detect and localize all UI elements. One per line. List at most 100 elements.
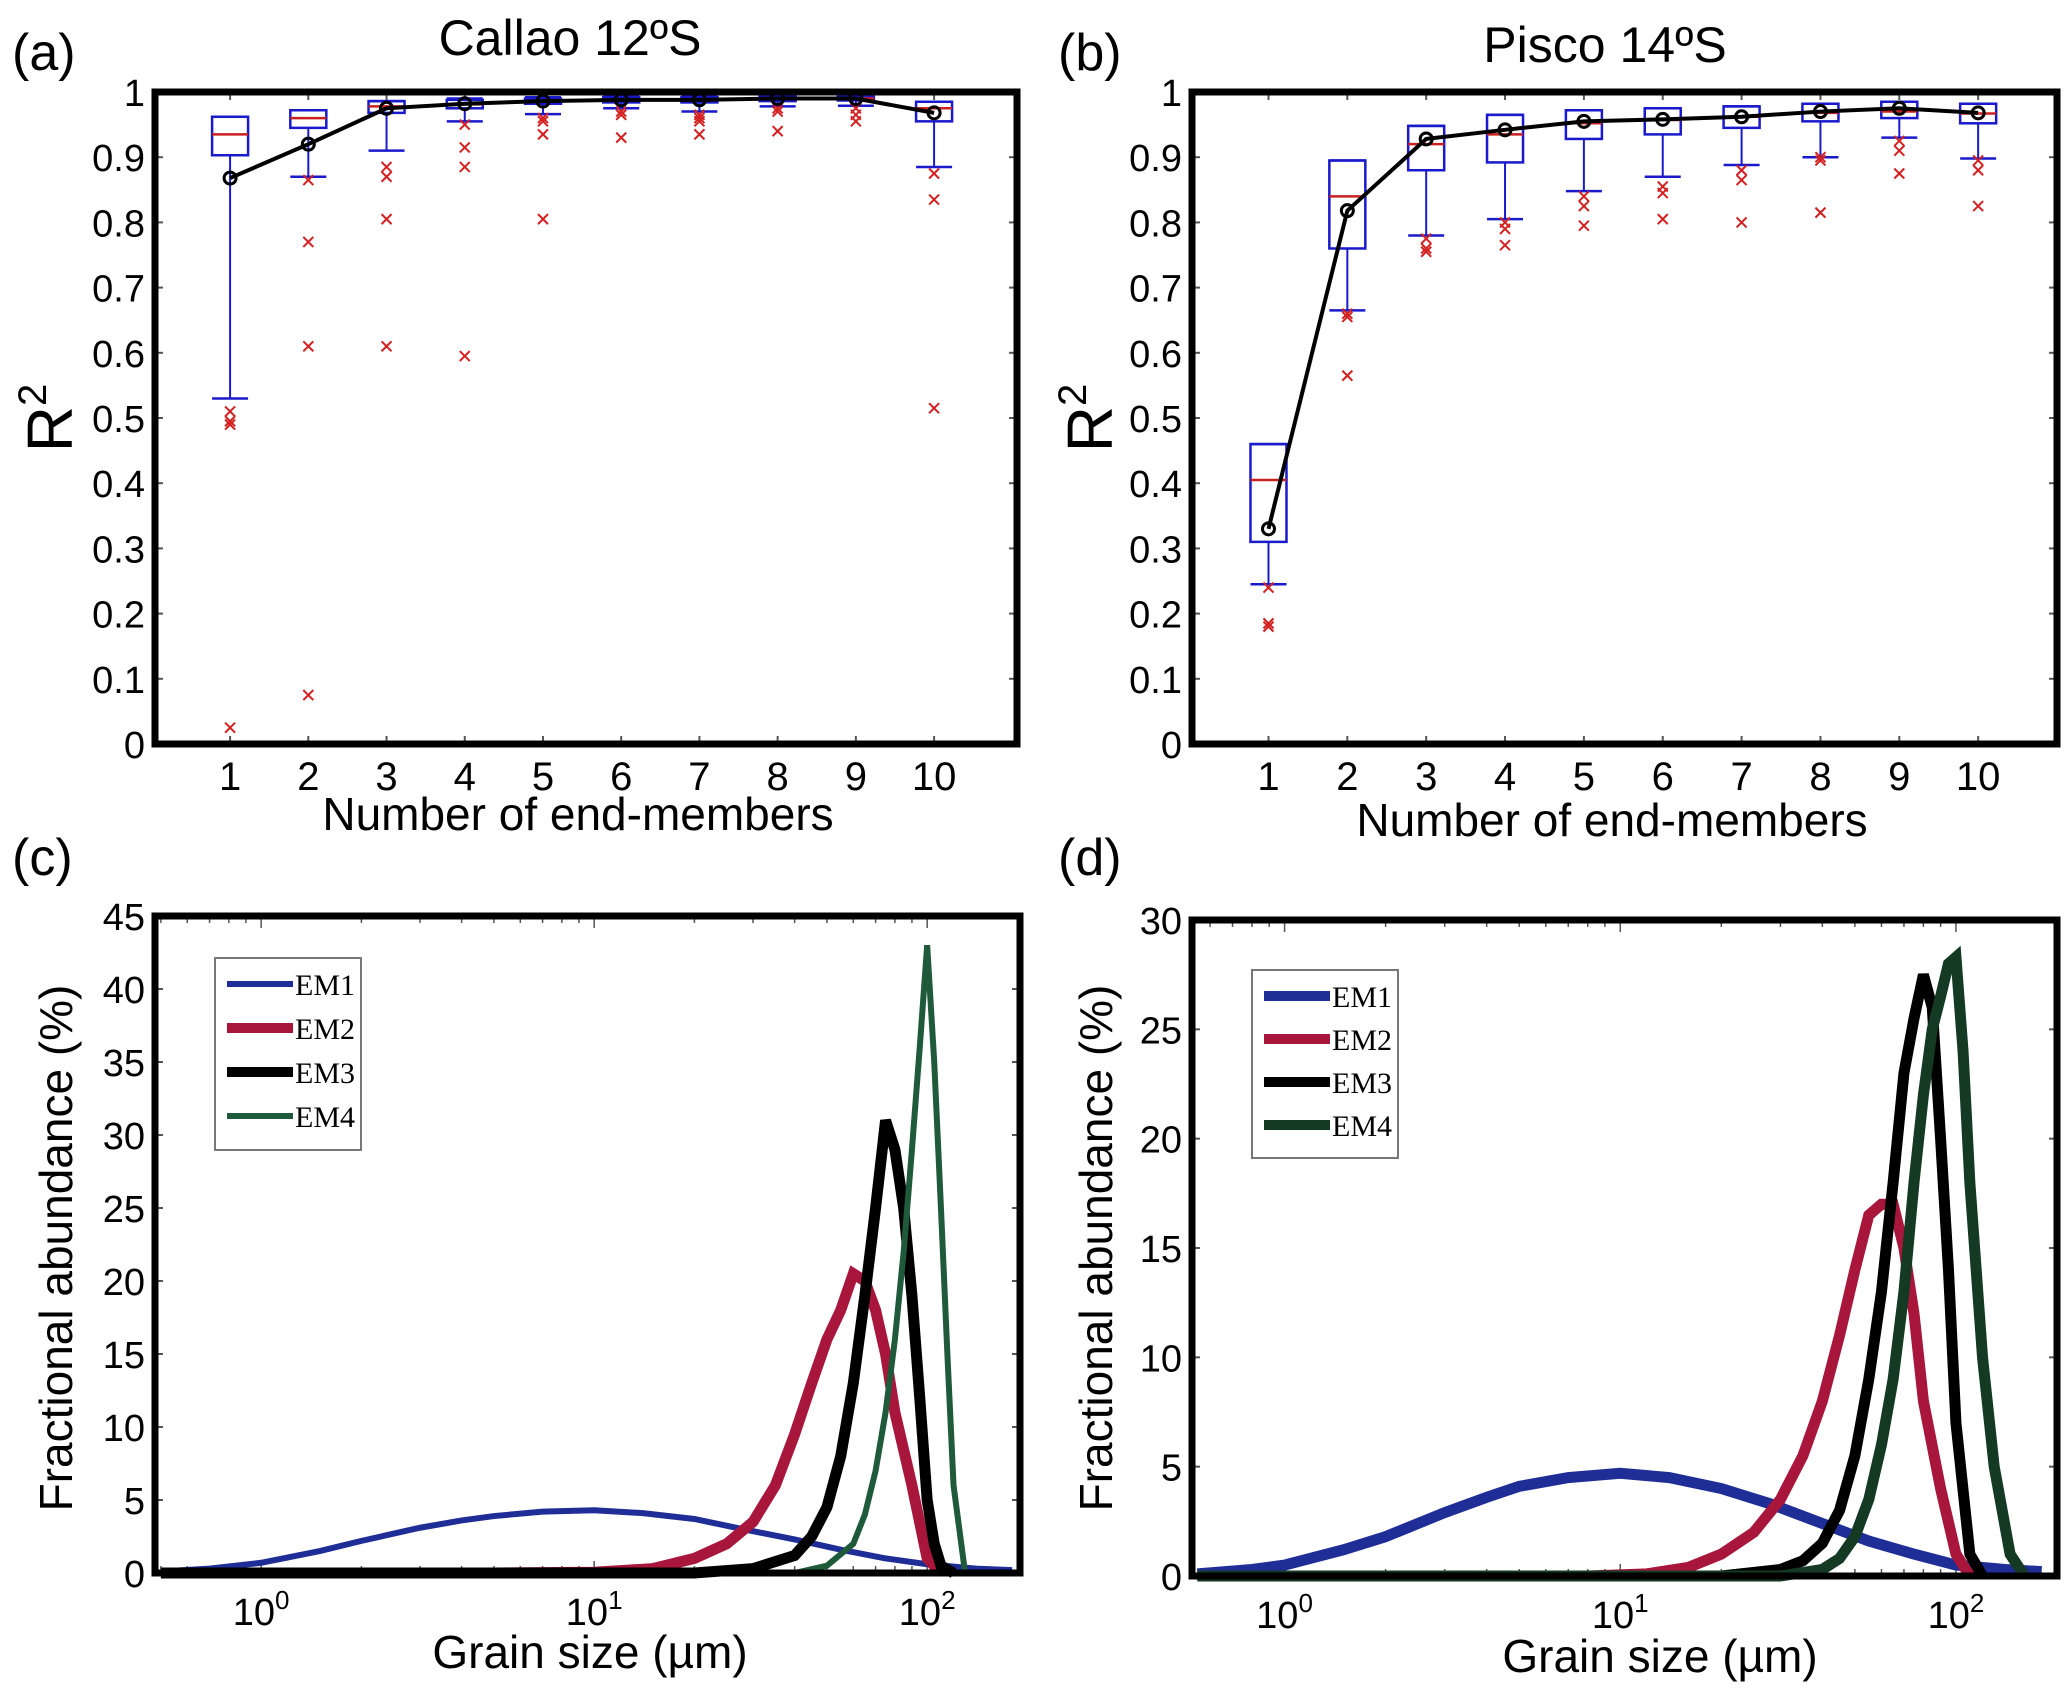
box-iqr bbox=[1249, 442, 1288, 544]
ytick-label: 10 bbox=[1140, 1338, 1182, 1380]
ytick-label: 0.3 bbox=[1129, 529, 1182, 571]
xtick-label: 100 bbox=[1256, 1588, 1313, 1637]
axes-frame bbox=[1188, 916, 2061, 1580]
svg-text:R2: R2 bbox=[11, 384, 86, 452]
box-8 bbox=[1801, 102, 1840, 219]
panel-c-ylabel-text: Fractional abundance (%) bbox=[30, 985, 82, 1512]
outlier-marker bbox=[459, 350, 471, 362]
outlier-marker bbox=[615, 109, 627, 121]
svg-text:R2: R2 bbox=[1051, 384, 1126, 452]
ytick-label: 0.9 bbox=[92, 138, 145, 180]
outlier-marker bbox=[771, 105, 784, 118]
xtick-label: 9 bbox=[845, 755, 867, 799]
outlier-marker bbox=[459, 161, 471, 173]
panel-a-xtick-labels: 1 2 3 4 5 6 7 8 9 10 bbox=[219, 755, 956, 799]
mean-point bbox=[926, 105, 942, 121]
outlier-marker bbox=[1735, 164, 1748, 176]
xtick-label: 7 bbox=[1730, 755, 1752, 799]
mean-line bbox=[1266, 106, 1979, 530]
xtick-label: 6 bbox=[610, 755, 632, 799]
legend-label: EM3 bbox=[295, 1057, 355, 1090]
outlier-marker bbox=[1972, 154, 1984, 167]
xtick-label: 2 bbox=[297, 755, 319, 799]
series-line-em1 bbox=[1196, 1467, 2042, 1580]
xtick-label: 10 bbox=[1956, 755, 2001, 799]
xtick-label: 101 bbox=[566, 1585, 623, 1634]
series-line-em2 bbox=[160, 1265, 945, 1579]
outlier-marker bbox=[1341, 311, 1354, 323]
outlier-marker bbox=[1420, 232, 1432, 245]
ytick-label: 0.1 bbox=[1129, 660, 1182, 702]
outlier-marker bbox=[459, 118, 471, 131]
outlier-marker bbox=[1735, 216, 1748, 229]
panel-c-callao-endmembers: (c) Fractional abundance (%) Grain size … bbox=[12, 829, 1024, 1678]
outlier-marker bbox=[224, 415, 236, 427]
panel-c-legend: EM1 EM2 EM3 EM4 bbox=[214, 957, 362, 1151]
legend-label: EM2 bbox=[295, 1013, 355, 1046]
outlier-marker bbox=[1972, 164, 1984, 176]
outlier-marker bbox=[537, 213, 549, 225]
ylabel-sup: 2 bbox=[1051, 384, 1095, 406]
ytick-label: 0.9 bbox=[1129, 138, 1182, 180]
series-line-em4 bbox=[1197, 945, 2030, 1582]
mean-point bbox=[1734, 109, 1750, 125]
xtick-label: 6 bbox=[1652, 755, 1674, 799]
xtick-label: 4 bbox=[454, 755, 476, 799]
panel-b-ylabel: R2 bbox=[1051, 384, 1126, 452]
panel-b-xtick-labels: 1 2 3 4 5 6 7 8 9 10 bbox=[1257, 755, 2000, 799]
outlier-marker bbox=[615, 105, 627, 118]
outlier-marker bbox=[1578, 200, 1590, 212]
xtick-label: 5 bbox=[532, 755, 554, 799]
ytick-label: 0.7 bbox=[1129, 269, 1182, 311]
panel-d-ylabel: Fractional abundance (%) bbox=[1070, 985, 1122, 1512]
outlier-marker bbox=[1262, 617, 1275, 630]
box-8 bbox=[758, 94, 797, 137]
outlier-marker bbox=[224, 405, 236, 418]
panel-a-xlabel: Number of end-members bbox=[322, 788, 833, 840]
box-1 bbox=[210, 115, 250, 734]
mean-point bbox=[457, 96, 473, 112]
outlier-marker bbox=[1341, 307, 1354, 320]
xtick-label: 8 bbox=[767, 755, 789, 799]
outlier-marker bbox=[380, 161, 393, 173]
xtick-label: 8 bbox=[1809, 755, 1831, 799]
mean-point bbox=[1655, 111, 1671, 127]
ytick-label: 0 bbox=[1161, 1557, 1182, 1599]
outlier-marker bbox=[1420, 242, 1432, 255]
axes-frame bbox=[151, 912, 1024, 1577]
ytick-label: 0.8 bbox=[1129, 203, 1182, 245]
box-2 bbox=[289, 109, 328, 701]
xtick-label: 3 bbox=[1415, 755, 1437, 799]
mean-point bbox=[300, 136, 316, 152]
mean-point bbox=[379, 100, 395, 116]
panel-b-plot bbox=[1188, 88, 2061, 748]
outlier-marker bbox=[928, 193, 940, 206]
mean-point bbox=[1260, 521, 1276, 537]
panel-label-a: (a) bbox=[12, 24, 76, 82]
series-line-em3 bbox=[1197, 973, 1988, 1582]
panel-b-pisco-r2: (b) Pisco 14ºS R2 Number of end-members … bbox=[1051, 17, 2061, 846]
outlier-marker bbox=[850, 115, 862, 128]
axes-frame bbox=[151, 88, 1021, 748]
outlier-marker bbox=[224, 418, 236, 431]
outlier-marker bbox=[1893, 144, 1906, 157]
mean-point bbox=[1970, 105, 1986, 121]
ytick-label: 0.7 bbox=[92, 269, 145, 311]
panel-label-c: (c) bbox=[12, 829, 73, 887]
outlier-marker bbox=[1420, 246, 1432, 258]
outlier-marker bbox=[302, 236, 315, 248]
xtick-label: 100 bbox=[233, 1585, 290, 1634]
panel-d-xtick-labels: 100 101 102 bbox=[1256, 1588, 1984, 1637]
box-iqr bbox=[210, 115, 250, 157]
box-7 bbox=[680, 95, 719, 141]
mean-point bbox=[1497, 122, 1513, 138]
xtick-label: 1 bbox=[219, 755, 241, 799]
panel-b-xlabel: Number of end-members bbox=[1356, 794, 1867, 846]
ytick-label: 0.5 bbox=[1129, 399, 1182, 441]
outlier-marker bbox=[1893, 167, 1906, 180]
outlier-marker bbox=[380, 340, 393, 352]
panel-c-ytick-labels: 0 5 10 15 20 25 30 35 40 45 bbox=[103, 897, 145, 1596]
ytick-label: 30 bbox=[103, 1116, 145, 1158]
ytick-label: 30 bbox=[1140, 901, 1182, 943]
ytick-label: 1 bbox=[124, 73, 145, 115]
